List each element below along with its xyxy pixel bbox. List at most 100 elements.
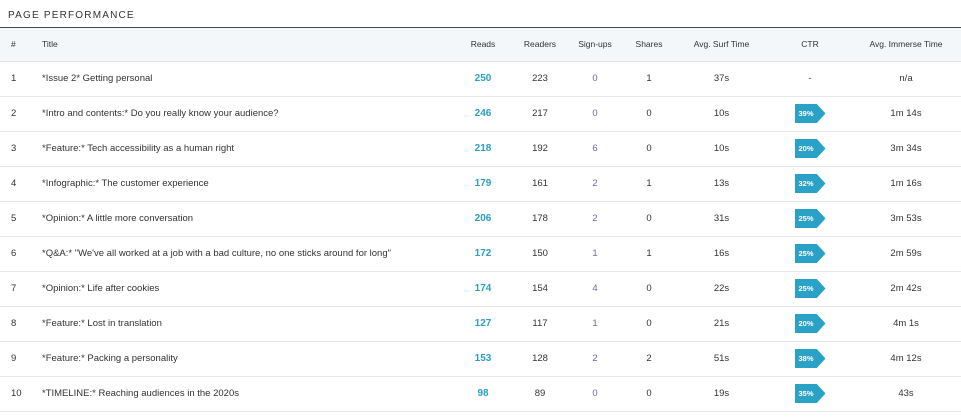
row-title: *Q&A:* "We've all worked at a job with a…	[42, 236, 452, 272]
table-row[interactable]: 4 *Infographic:* The customer experience 1…	[0, 166, 961, 202]
row-signups[interactable]: 2	[566, 341, 624, 377]
row-title: *Feature:* Packing a personality	[42, 341, 452, 377]
row-ctr: 25%	[769, 201, 851, 237]
row-signups[interactable]: 2	[566, 166, 624, 202]
row-signups[interactable]: 0	[566, 376, 624, 412]
row-title: *Feature:* Lost in translation	[42, 306, 452, 342]
row-number: 7	[0, 271, 42, 307]
column-header-signups[interactable]: Sign-ups	[566, 28, 624, 62]
row-reads[interactable]: 246	[452, 96, 514, 132]
column-header-reads[interactable]: Reads	[452, 28, 514, 62]
row-title: *Opinion:* Life after cookies	[42, 271, 452, 307]
row-shares: 1	[624, 236, 674, 272]
row-number: 8	[0, 306, 42, 342]
table-row[interactable]: 5 *Opinion:* A little more conversation 20…	[0, 201, 961, 237]
ctr-badge: 38%	[794, 349, 826, 368]
row-readers: 128	[514, 341, 566, 377]
row-shares: 0	[624, 376, 674, 412]
table-row[interactable]: 8 *Feature:* Lost in translation 127 117 1 0 2…	[0, 306, 961, 342]
column-header-readers[interactable]: Readers	[514, 28, 566, 62]
row-number: 6	[0, 236, 42, 272]
column-header-ctr[interactable]: CTR	[769, 28, 851, 62]
table-row[interactable]: 9 *Feature:* Packing a personality 153 128 2…	[0, 341, 961, 377]
table-row[interactable]: 2 *Intro and contents:* Do you really kno…	[0, 96, 961, 132]
column-header-title[interactable]: Title	[42, 28, 452, 62]
row-reads[interactable]: 174	[452, 271, 514, 307]
row-signups[interactable]: 6	[566, 131, 624, 167]
table-header-row: # Title Reads Readers Sign-ups Shares Av…	[0, 28, 961, 62]
row-signups[interactable]: 0	[566, 96, 624, 132]
row-number: 5	[0, 201, 42, 237]
row-immerse-time: 3m 53s	[851, 201, 961, 237]
column-header-surf-time[interactable]: Avg. Surf Time	[674, 28, 769, 62]
row-readers: 223	[514, 61, 566, 97]
column-header-shares[interactable]: Shares	[624, 28, 674, 62]
row-reads[interactable]: 218	[452, 131, 514, 167]
row-shares: 1	[624, 166, 674, 202]
ctr-badge: 35%	[794, 384, 826, 403]
table-row[interactable]: 7 *Opinion:* Life after cookies 174 154 4 0 22…	[0, 271, 961, 307]
ctr-badge: 39%	[794, 104, 826, 123]
row-surf-time: 21s	[674, 306, 769, 342]
row-surf-time: 16s	[674, 236, 769, 272]
row-immerse-time: 2m 59s	[851, 236, 961, 272]
row-title: *Infographic:* The customer experience	[42, 166, 452, 202]
table-row[interactable]: 6 *Q&A:* "We've all worked at a job with …	[0, 236, 961, 272]
row-readers: 178	[514, 201, 566, 237]
row-number: 10	[0, 376, 42, 412]
row-number: 2	[0, 96, 42, 132]
row-number: 4	[0, 166, 42, 202]
row-signups[interactable]: 4	[566, 271, 624, 307]
ctr-badge: 25%	[794, 244, 826, 263]
row-immerse-time: 2m 42s	[851, 271, 961, 307]
row-reads[interactable]: 250	[452, 61, 514, 97]
table-row[interactable]: 1 *Issue 2* Getting personal 250 223 0 1 37s - n…	[0, 61, 961, 97]
row-ctr: 38%	[769, 341, 851, 377]
column-header-immerse-time[interactable]: Avg. Immerse Time	[851, 28, 961, 62]
page-performance-table-wrap: # Title Reads Readers Sign-ups Shares Av…	[0, 27, 961, 412]
row-readers: 161	[514, 166, 566, 202]
row-shares: 0	[624, 306, 674, 342]
row-shares: 0	[624, 131, 674, 167]
table-row[interactable]: 10 *TIMELINE:* Reaching audiences in the …	[0, 376, 961, 412]
row-surf-time: 10s	[674, 96, 769, 132]
row-reads[interactable]: 98	[452, 376, 514, 412]
row-immerse-time: 1m 14s	[851, 96, 961, 132]
row-surf-time: 51s	[674, 341, 769, 377]
row-immerse-time: 3m 34s	[851, 131, 961, 167]
row-signups[interactable]: 0	[566, 61, 624, 97]
row-signups[interactable]: 2	[566, 201, 624, 237]
row-readers: 217	[514, 96, 566, 132]
ctr-badge: 25%	[794, 209, 826, 228]
row-shares: 0	[624, 96, 674, 132]
row-reads[interactable]: 127	[452, 306, 514, 342]
column-header-num[interactable]: #	[0, 28, 42, 62]
row-signups[interactable]: 1	[566, 236, 624, 272]
row-reads[interactable]: 172	[452, 236, 514, 272]
row-title: *Opinion:* A little more conversation	[42, 201, 452, 237]
table-body: 1 *Issue 2* Getting personal 250 223 0 1 37s - n…	[0, 61, 961, 412]
row-title: *TIMELINE:* Reaching audiences in the 20…	[42, 376, 452, 412]
row-surf-time: 10s	[674, 131, 769, 167]
row-ctr: 20%	[769, 131, 851, 167]
table-row[interactable]: 3 *Feature:* Tech accessibility as a huma…	[0, 131, 961, 167]
ctr-badge: 32%	[794, 174, 826, 193]
row-surf-time: 13s	[674, 166, 769, 202]
row-number: 1	[0, 61, 42, 97]
row-number: 9	[0, 341, 42, 377]
row-signups[interactable]: 1	[566, 306, 624, 342]
row-shares: 0	[624, 271, 674, 307]
row-shares: 0	[624, 201, 674, 237]
row-reads[interactable]: 153	[452, 341, 514, 377]
row-title: *Issue 2* Getting personal	[42, 61, 452, 97]
ctr-badge: 25%	[794, 279, 826, 298]
row-surf-time: 22s	[674, 271, 769, 307]
row-reads[interactable]: 179	[452, 166, 514, 202]
row-surf-time: 37s	[674, 61, 769, 97]
row-reads[interactable]: 206	[452, 201, 514, 237]
section-title: PAGE PERFORMANCE	[8, 10, 135, 21]
row-ctr: -	[769, 61, 851, 97]
row-ctr: 32%	[769, 166, 851, 202]
row-readers: 150	[514, 236, 566, 272]
row-readers: 117	[514, 306, 566, 342]
